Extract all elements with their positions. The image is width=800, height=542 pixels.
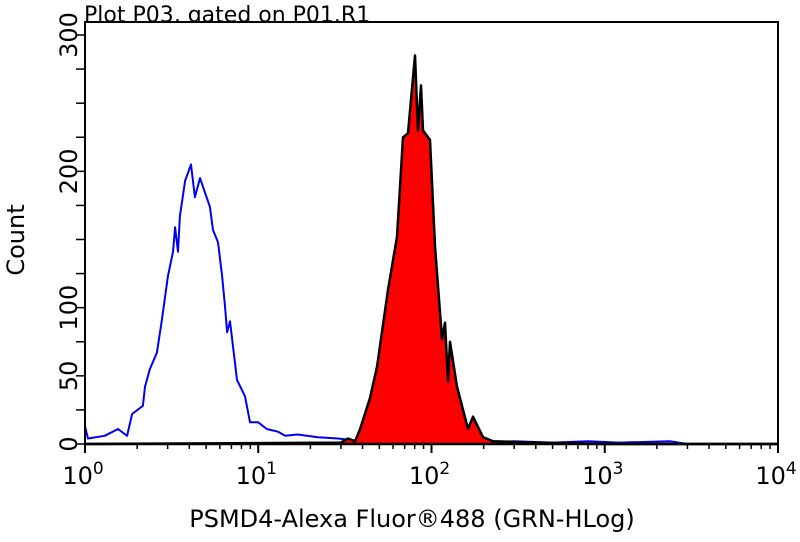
- y-axis: 0 50 100 200 300: [55, 12, 85, 452]
- plot-area: [84, 21, 779, 446]
- x-axis: 100 101 102 103 104: [62, 444, 797, 490]
- x-tick-label: 101: [236, 459, 277, 490]
- y-tick-label: 100: [55, 285, 83, 331]
- series-outline-1: [84, 54, 778, 446]
- y-tick-label: 200: [55, 148, 83, 194]
- y-tick-label: 300: [55, 12, 83, 58]
- series-fill-1: [85, 55, 778, 444]
- x-tick-label: 102: [409, 459, 450, 490]
- x-axis-label: PSMD4-Alexa Fluor®488 (GRN-HLog): [189, 505, 634, 533]
- x-tick-label: 103: [582, 459, 623, 490]
- y-axis-label: Count: [2, 204, 30, 275]
- x-tick-label: 100: [62, 459, 103, 490]
- y-tick-label: 0: [55, 436, 83, 451]
- y-tick-label: 50: [55, 361, 83, 392]
- x-tick-label: 104: [755, 459, 796, 490]
